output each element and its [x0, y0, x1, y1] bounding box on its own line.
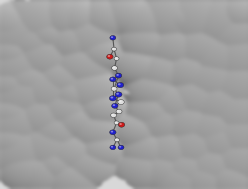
- Circle shape: [119, 100, 121, 102]
- Circle shape: [116, 74, 119, 76]
- Circle shape: [112, 66, 118, 70]
- Circle shape: [117, 82, 124, 88]
- Circle shape: [111, 36, 113, 38]
- Circle shape: [112, 103, 118, 108]
- Circle shape: [119, 146, 121, 148]
- Circle shape: [112, 47, 117, 51]
- Circle shape: [118, 83, 121, 85]
- Circle shape: [118, 100, 124, 105]
- Circle shape: [107, 54, 113, 59]
- Circle shape: [116, 93, 119, 95]
- Circle shape: [112, 48, 114, 49]
- Circle shape: [115, 138, 120, 142]
- Circle shape: [115, 139, 117, 140]
- Circle shape: [115, 73, 122, 78]
- Circle shape: [113, 104, 115, 106]
- Circle shape: [110, 77, 116, 82]
- Circle shape: [111, 87, 117, 91]
- Circle shape: [111, 97, 113, 98]
- Circle shape: [115, 57, 117, 59]
- Circle shape: [113, 67, 115, 68]
- Circle shape: [111, 113, 117, 118]
- Circle shape: [112, 87, 114, 89]
- Circle shape: [115, 92, 122, 97]
- Circle shape: [109, 96, 116, 101]
- Circle shape: [111, 146, 113, 148]
- Circle shape: [112, 114, 114, 115]
- Circle shape: [116, 109, 122, 114]
- Circle shape: [118, 122, 125, 127]
- Circle shape: [108, 55, 110, 57]
- Circle shape: [110, 36, 116, 40]
- Circle shape: [114, 121, 119, 125]
- Circle shape: [115, 122, 117, 123]
- Circle shape: [110, 130, 116, 135]
- Circle shape: [110, 145, 116, 150]
- Circle shape: [117, 110, 119, 112]
- Circle shape: [114, 57, 119, 60]
- Circle shape: [111, 78, 113, 80]
- Circle shape: [118, 145, 124, 150]
- Circle shape: [119, 123, 122, 125]
- Circle shape: [111, 131, 113, 132]
